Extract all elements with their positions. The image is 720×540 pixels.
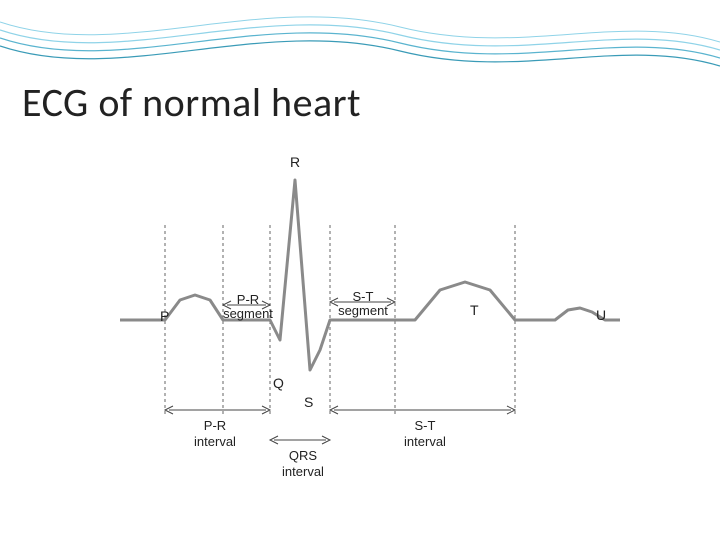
label-t: T — [470, 302, 479, 318]
label-st-segment: S-T segment — [333, 290, 393, 319]
label-s: S — [304, 394, 313, 410]
label-p: P — [160, 308, 169, 324]
ecg-figure: P R Q S T U P-R segment S-T segment P-R … — [120, 150, 620, 490]
label-u: U — [596, 307, 606, 323]
label-pr-segment: P-R segment — [218, 293, 278, 322]
label-qrs-interval: QRS interval — [268, 448, 338, 479]
label-pr-interval: P-R interval — [180, 418, 250, 449]
label-st-interval: S-T interval — [390, 418, 460, 449]
slide: ECG of normal heart P R Q S T U P-R segm… — [0, 0, 720, 540]
label-r: R — [290, 154, 300, 170]
header-wave-decor — [0, 0, 720, 90]
label-q: Q — [273, 375, 284, 391]
page-title: ECG of normal heart — [22, 78, 361, 127]
